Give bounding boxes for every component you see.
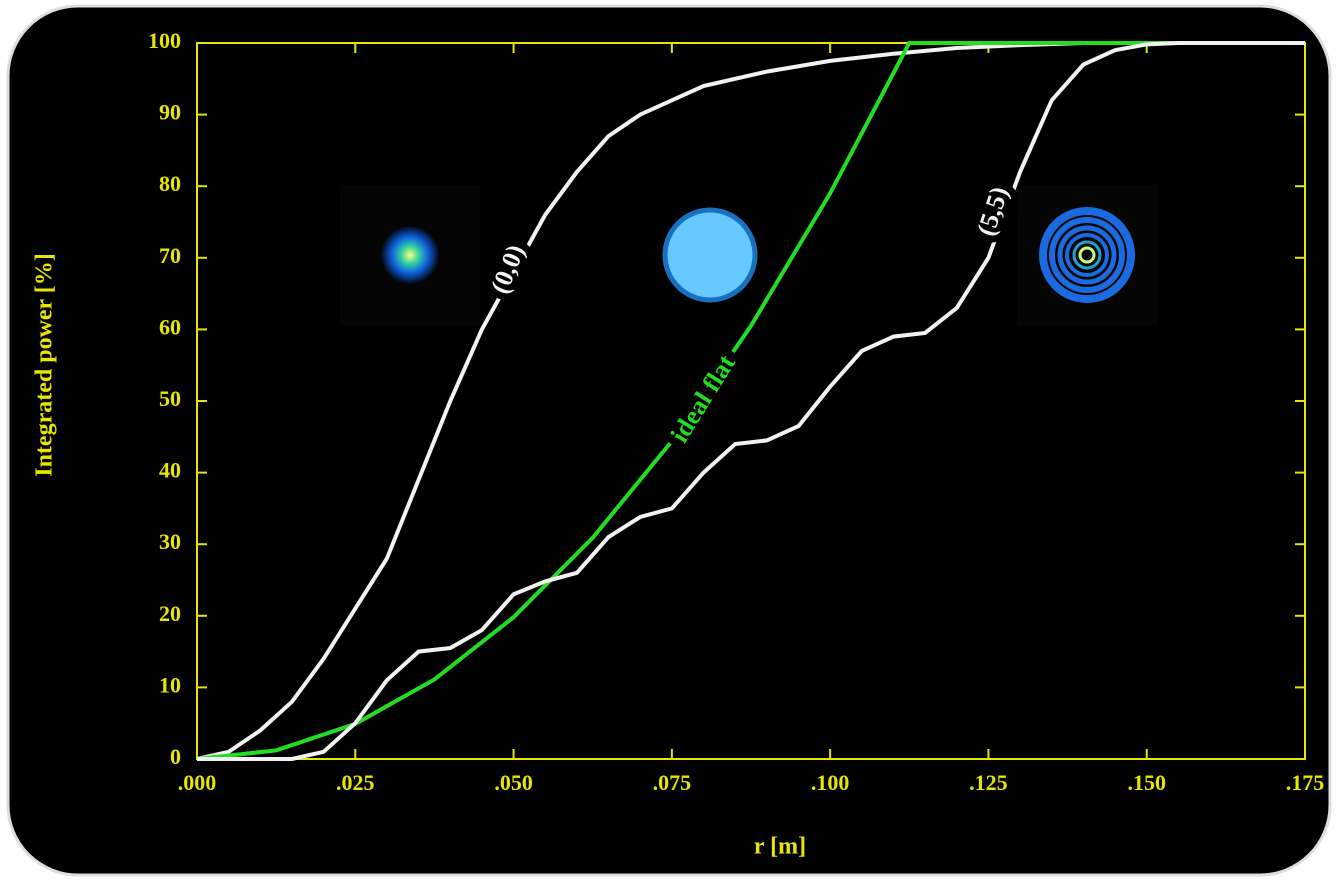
- gaussian-spot: [380, 225, 440, 285]
- page: {"chart_data": {"type": "line", "xlabel"…: [0, 0, 1338, 881]
- y-tick-label: 50: [159, 386, 181, 411]
- x-tick-label: .150: [1127, 770, 1166, 795]
- y-tick-label: 90: [159, 100, 181, 125]
- y-tick-label: 100: [148, 28, 181, 53]
- x-axis-label: r [m]: [754, 834, 806, 860]
- y-tick-label: 70: [159, 243, 181, 268]
- y-tick-label: 0: [170, 744, 181, 769]
- x-tick-label: .000: [178, 770, 217, 795]
- x-tick-label: .175: [1286, 770, 1325, 795]
- x-tick-label: .100: [811, 770, 850, 795]
- x-tick-label: .025: [336, 770, 375, 795]
- inset-frame: [1017, 185, 1157, 325]
- y-tick-label: 30: [159, 529, 181, 554]
- chart: Integrated power [%] r [m] 0 10 20 30 40 50 60…: [0, 0, 1338, 881]
- y-tick-label: 80: [159, 171, 181, 196]
- y-axis-label: Integrated power [%]: [32, 253, 58, 477]
- y-tick-label: 10: [159, 672, 181, 697]
- x-tick-label: .050: [494, 770, 533, 795]
- x-tick-label: .125: [969, 770, 1008, 795]
- y-tick-label: 40: [159, 458, 181, 483]
- y-tick-label: 60: [159, 314, 181, 339]
- flat-spot: [665, 210, 755, 300]
- background: [8, 6, 1330, 875]
- y-tick-label: 20: [159, 601, 181, 626]
- x-tick-label: .075: [653, 770, 692, 795]
